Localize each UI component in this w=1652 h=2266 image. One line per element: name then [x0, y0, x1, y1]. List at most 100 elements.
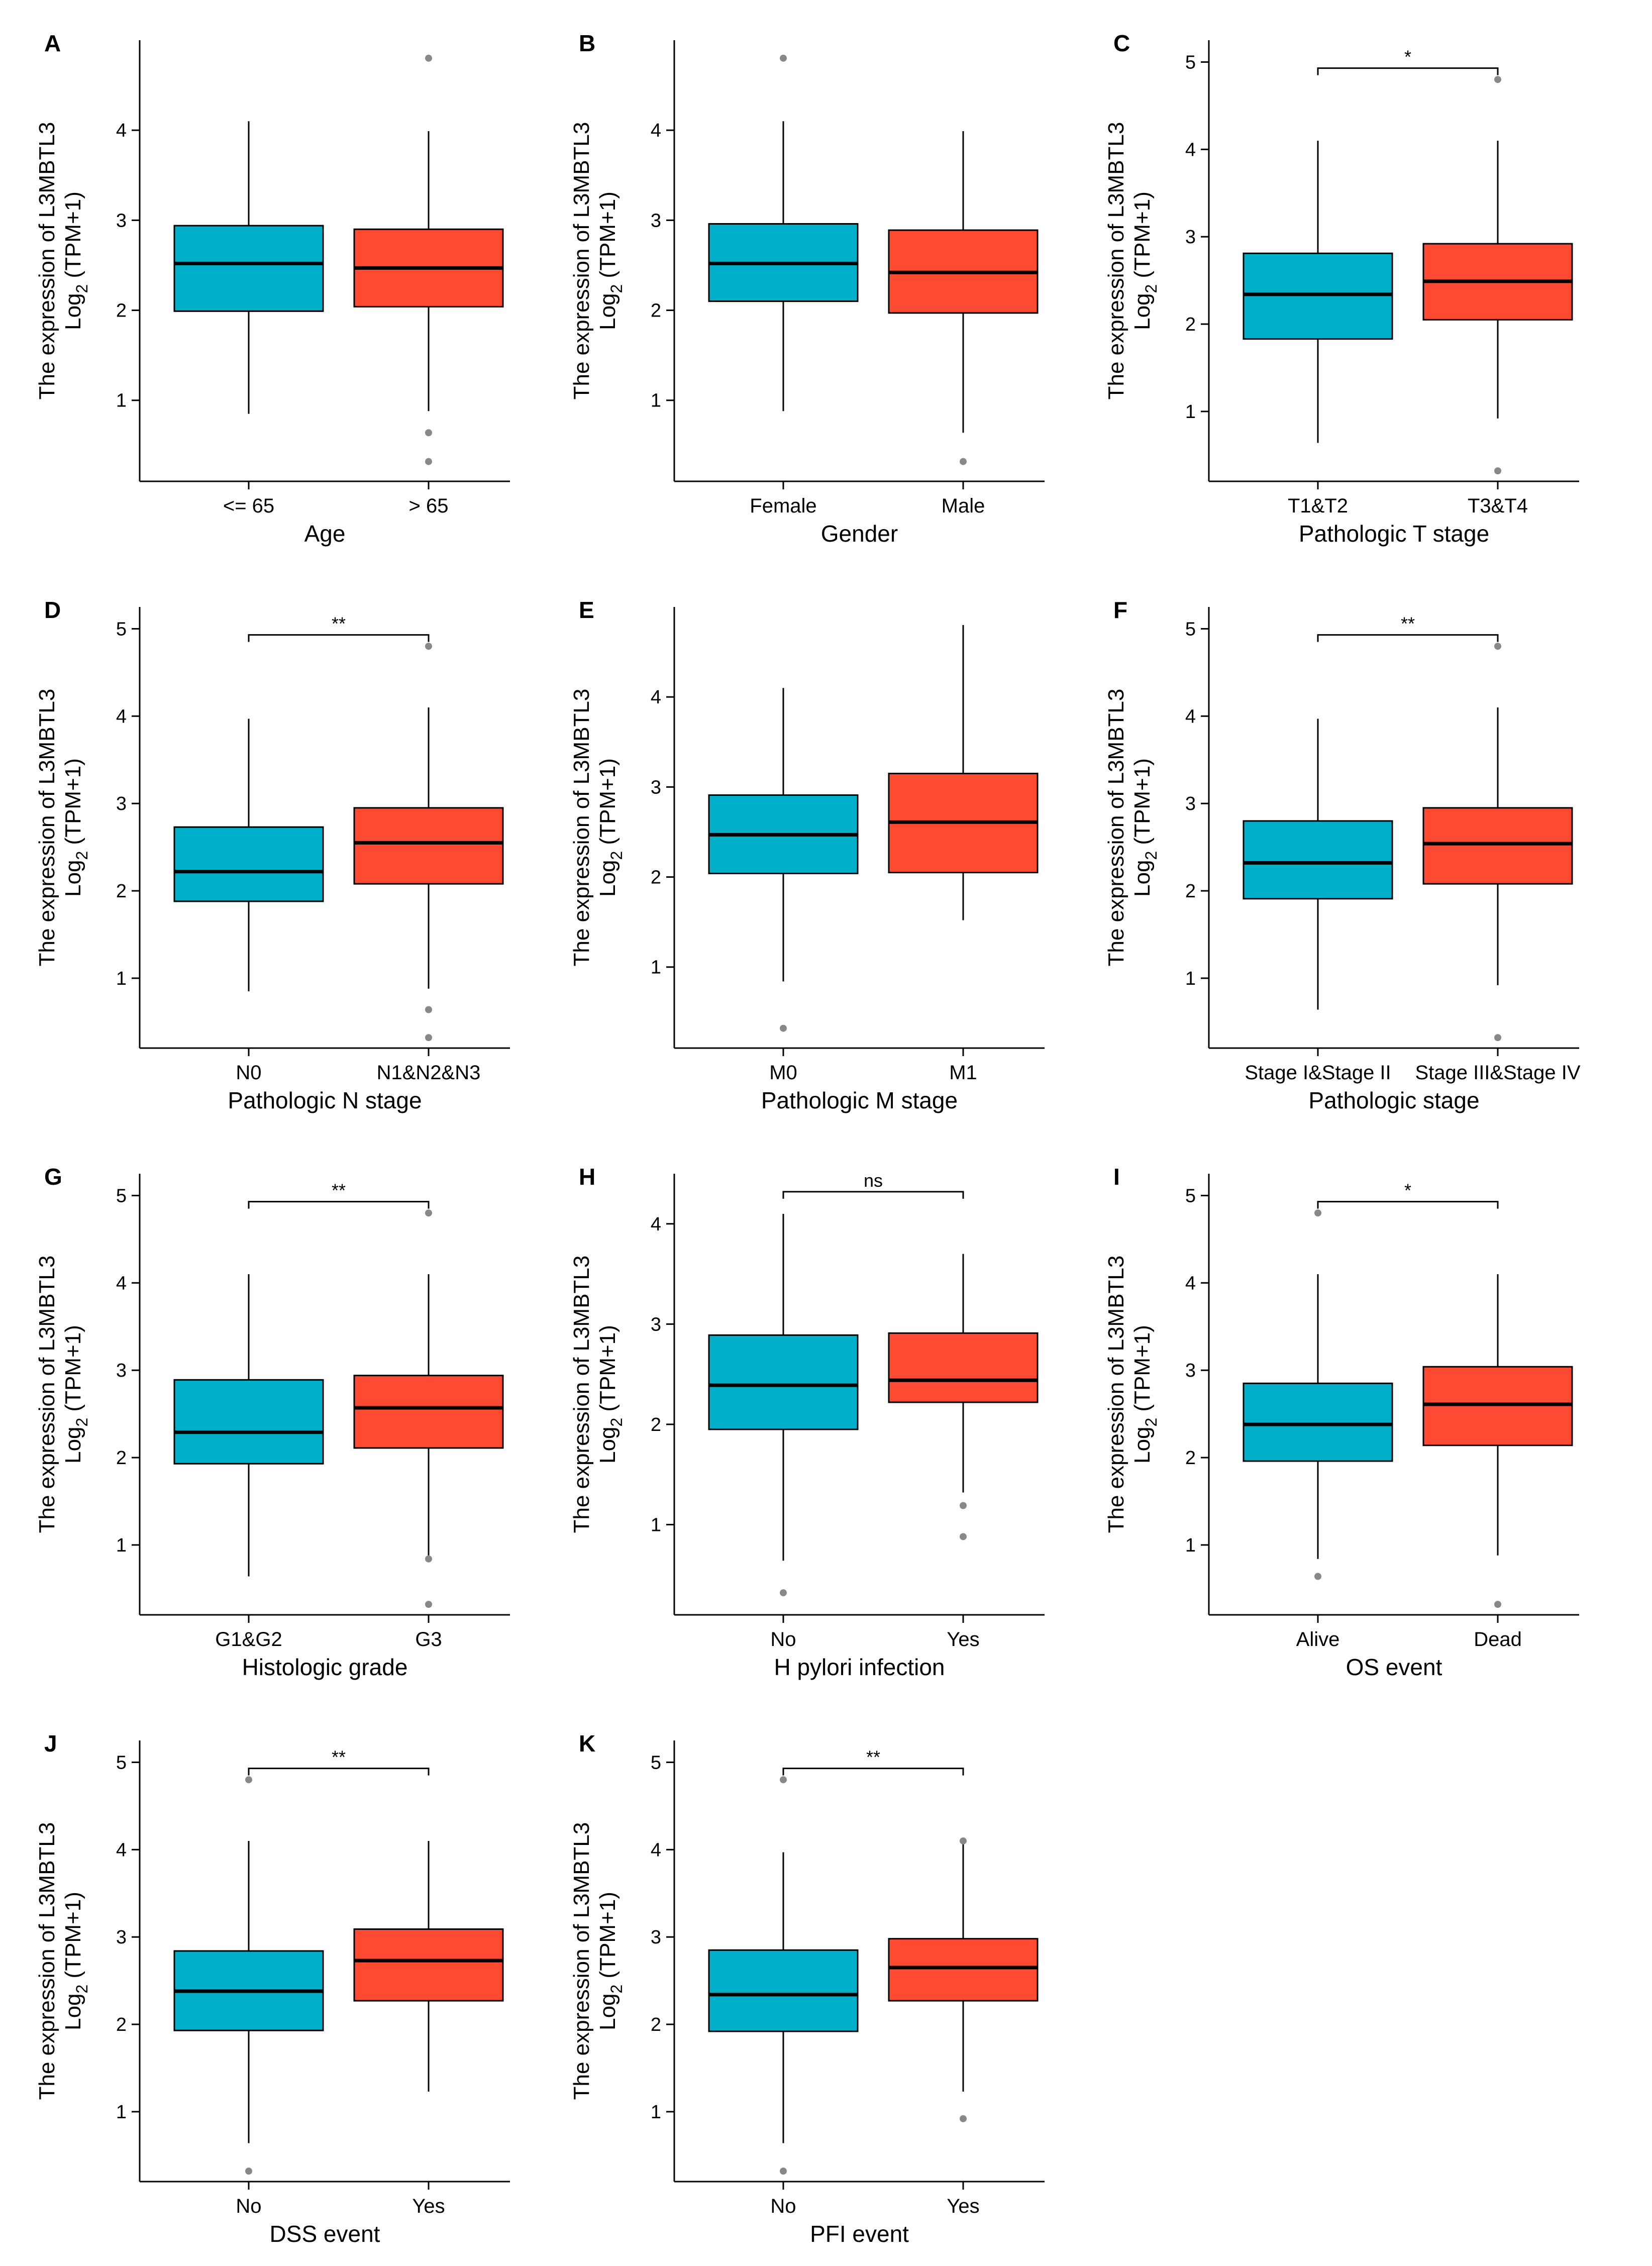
x-axis-title: Pathologic N stage [228, 1087, 422, 1113]
y-axis-label: The expression of L3MBTL3Log2 (TPM+1) [1104, 689, 1160, 967]
y-axis-label-log: Log [595, 1426, 620, 1463]
y-axis-label-log: Log [595, 860, 620, 896]
box-iqr [708, 1334, 859, 1430]
outlier-point [425, 1555, 432, 1563]
significance-label: ns [864, 1170, 883, 1191]
y-tick-label: 2 [1185, 881, 1196, 902]
significance-label: ** [1401, 613, 1415, 634]
x-category-label: > 65 [409, 495, 449, 517]
y-tick-label: 4 [1185, 706, 1196, 727]
outlier-point [780, 54, 787, 62]
panel-letter: K [579, 1730, 595, 1757]
y-tick-label: 1 [651, 1514, 661, 1535]
box-group2 [888, 131, 1039, 465]
y-tick-label: 5 [1185, 619, 1196, 640]
outlier-point [1314, 1209, 1321, 1217]
box-iqr [173, 225, 324, 312]
box-iqr [888, 1332, 1039, 1403]
box-group1 [173, 1776, 324, 2175]
x-category-label: M1 [949, 1062, 977, 1084]
y-tick-label: 1 [116, 1535, 127, 1556]
x-category-label: T3&T4 [1468, 495, 1528, 517]
y-axis-label-units: (TPM+1) [595, 1892, 620, 1985]
panel-letter: E [579, 597, 594, 623]
box-group1 [173, 121, 324, 414]
box-group1 [173, 1274, 324, 1577]
y-axis-label-log: Log [61, 293, 85, 330]
x-category-label: Yes [412, 2195, 445, 2217]
outlier-point [960, 1533, 967, 1540]
y-tick-label: 2 [1185, 314, 1196, 335]
y-axis-label: The expression of L3MBTL3Log2 (TPM+1) [35, 1256, 91, 1533]
y-tick-label: 2 [651, 1414, 661, 1435]
y-tick-label: 3 [116, 793, 127, 814]
outlier-point [425, 429, 432, 437]
y-axis-label-line1: The expression of L3MBTL3 [35, 1822, 59, 2100]
significance-bracket: ns [782, 1170, 964, 1199]
box-iqr [888, 1938, 1039, 2002]
y-tick-label: 5 [116, 619, 127, 640]
significance-bracket: ** [248, 613, 430, 642]
y-axis-label-subscript: 2 [1142, 284, 1160, 293]
significance-line [1317, 634, 1499, 642]
significance-line [1317, 1201, 1499, 1209]
y-tick-label: 4 [1185, 139, 1196, 160]
x-axis-title: PFI event [810, 2221, 909, 2247]
y-axis-label-units: (TPM+1) [1130, 191, 1155, 284]
box-group1 [1243, 1209, 1393, 1580]
y-tick-label: 2 [651, 300, 661, 322]
y-axis-label-line1: The expression of L3MBTL3 [569, 1822, 594, 2100]
y-tick-label: 3 [651, 1927, 661, 1948]
y-tick-label: 2 [116, 300, 127, 322]
box-group2 [353, 1840, 504, 2092]
significance-label: ** [332, 613, 346, 634]
y-tick-label: 4 [116, 1273, 127, 1294]
x-axis-title: Histologic grade [242, 1654, 408, 1680]
y-axis-label-subscript: 2 [73, 1985, 91, 1994]
significance-line [1317, 67, 1499, 75]
x-category-label: T1&T2 [1288, 495, 1348, 517]
outlier-point [1494, 467, 1501, 475]
y-axis-label-units: (TPM+1) [595, 758, 620, 851]
significance-bracket: ** [248, 1180, 430, 1209]
panel-letter: D [44, 597, 61, 623]
y-axis-label: The expression of L3MBTL3Log2 (TPM+1) [569, 122, 626, 400]
box-group1 [1243, 140, 1393, 443]
significance-bracket: ** [248, 1747, 430, 1776]
box-group1 [708, 1776, 859, 2175]
y-tick-label: 3 [651, 210, 661, 231]
box-group2 [1422, 643, 1573, 1042]
panel-letter: I [1113, 1164, 1120, 1190]
outlier-point [425, 1006, 432, 1013]
y-axis-label-units: (TPM+1) [1130, 758, 1155, 851]
y-axis-label-subscript: 2 [607, 1985, 626, 1994]
significance-line [248, 1201, 430, 1209]
x-axis-title: Pathologic T stage [1299, 521, 1489, 547]
x-category-label: Female [750, 495, 816, 517]
significance-bracket: * [1317, 1180, 1499, 1209]
outlier-point [425, 1601, 432, 1608]
x-category-label: Yes [947, 1628, 979, 1651]
y-tick-label: 5 [651, 1752, 661, 1773]
y-axis-label-units: (TPM+1) [595, 191, 620, 284]
x-category-label: N1&N2&N3 [377, 1062, 481, 1084]
x-axis-title: H pylori infection [774, 1654, 945, 1680]
panel-letter: G [44, 1164, 62, 1190]
y-tick-label: 3 [651, 777, 661, 798]
y-tick-label: 2 [651, 2014, 661, 2035]
y-axis-label-subscript: 2 [607, 1418, 626, 1427]
y-tick-label: 4 [651, 120, 661, 141]
box-iqr [353, 807, 504, 885]
y-axis-label-log: Log [595, 1993, 620, 2030]
y-tick-label: 2 [1185, 1448, 1196, 1469]
y-tick-label: 2 [116, 2014, 127, 2035]
box-iqr [1243, 1382, 1393, 1462]
outlier-point [1494, 1034, 1501, 1042]
significance-label: ** [332, 1747, 346, 1768]
y-axis-label: The expression of L3MBTL3Log2 (TPM+1) [1104, 1256, 1160, 1533]
